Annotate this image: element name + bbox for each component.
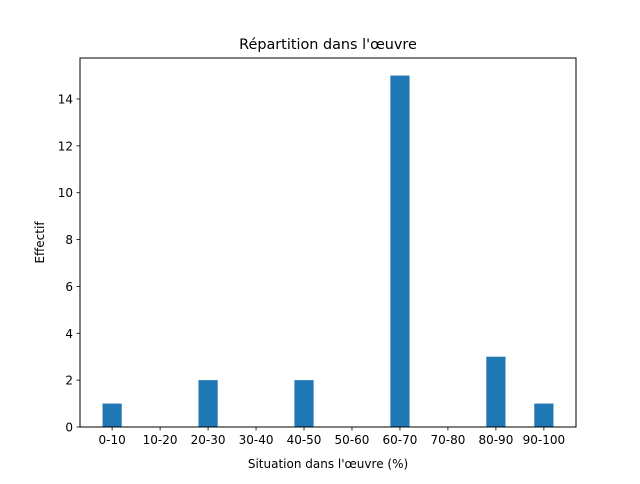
y-axis-ticks: 0 2 4 6 8 10 12 14 (58, 93, 80, 435)
bar-80-90 (486, 356, 506, 427)
x-tick-label: 30-40 (239, 433, 274, 447)
bars-group (102, 75, 554, 428)
y-tick-label: 14 (58, 93, 73, 107)
bar-40-50 (294, 380, 314, 427)
x-tick-label: 20-30 (191, 433, 226, 447)
y-tick-label: 12 (58, 139, 73, 153)
x-tick-label: 80-90 (478, 433, 513, 447)
x-tick-label: 0-10 (99, 433, 126, 447)
x-tick-label: 90-100 (523, 433, 566, 447)
x-tick-label: 40-50 (287, 433, 322, 447)
bar-60-70 (390, 75, 410, 428)
x-tick-label: 10-20 (143, 433, 178, 447)
y-axis-label: Effectif (33, 221, 47, 264)
x-axis-label: Situation dans l'œuvre (%) (248, 457, 408, 471)
y-tick-label: 4 (65, 327, 73, 341)
y-tick-label: 6 (65, 280, 73, 294)
x-tick-label: 50-60 (335, 433, 370, 447)
y-tick-label: 8 (65, 233, 73, 247)
y-tick-label: 2 (65, 374, 73, 388)
bar-90-100 (534, 403, 554, 427)
x-axis-ticks: 0-10 10-20 20-30 30-40 40-50 50-60 60-70 70-80 8… (99, 427, 566, 447)
y-tick-label: 0 (65, 421, 73, 435)
x-tick-label: 60-70 (383, 433, 418, 447)
axes-frame (79, 57, 577, 428)
chart-title: Répartition dans l'œuvre (239, 37, 417, 53)
y-tick-label: 10 (58, 186, 73, 200)
x-tick-label: 70-80 (430, 433, 465, 447)
bar-20-30 (198, 380, 218, 427)
bar-0-10 (102, 403, 122, 427)
